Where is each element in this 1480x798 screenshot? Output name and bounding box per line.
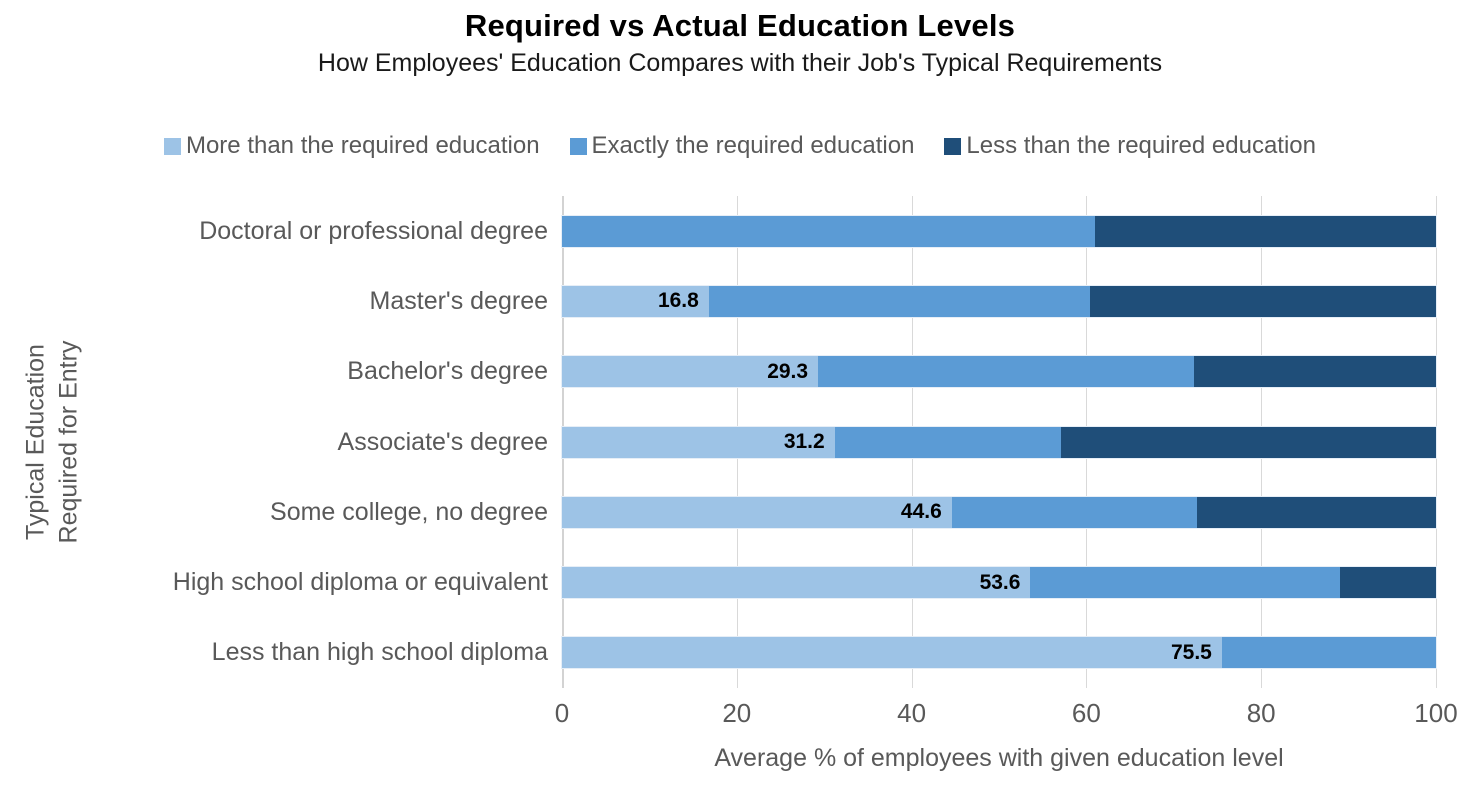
plot-area: 16.8 29.3 31.2 44.6 53.6 75.5 [561,196,1437,688]
bar-segment-2-0: 29.3 [562,356,819,388]
bar-segment-0-1 [562,215,1096,247]
legend-label: More than the required education [185,132,540,159]
stacked-bar-4: 44.6 [561,495,1437,529]
data-label: 75.5 [1170,640,1212,664]
stacked-bar-0 [561,214,1437,248]
legend-label: Less than the required education [966,132,1317,159]
bar-row-6: 75.5 [561,618,1437,688]
x-tick-label-80: 80 [1246,698,1276,728]
plot-region: Typical Education Required for Entry Doc… [0,196,1480,773]
bar-segment-6-1 [1221,637,1436,669]
stacked-bar-3: 31.2 [561,425,1437,459]
data-label: 16.8 [657,289,699,313]
bar-segment-3-2 [1061,426,1436,458]
bar-row-2: 29.3 [561,337,1437,407]
x-tick-label-60: 60 [1071,698,1101,728]
stacked-bar-6: 75.5 [561,636,1437,670]
data-label: 29.3 [767,359,809,383]
category-label-1: Master's degree [369,286,548,315]
data-label: 31.2 [783,430,825,454]
x-axis-title: Average % of employees with given educat… [714,744,1284,772]
stacked-bar-5: 53.6 [561,566,1437,600]
y-axis-title: Typical Education Required for Entry [20,341,85,544]
x-tick-label-100: 100 [1414,698,1458,728]
data-label: 44.6 [900,500,942,524]
x-tick-label-0: 0 [554,698,570,728]
stacked-bar-2: 29.3 [561,355,1437,389]
bar-segment-6-0: 75.5 [562,637,1222,669]
bar-segment-1-0: 16.8 [562,285,709,317]
legend-swatch-icon [163,137,181,155]
bar-row-4: 44.6 [561,477,1437,547]
legend-swatch-icon [569,137,587,155]
category-label-6: Less than high school diploma [211,638,548,667]
bar-segment-3-0: 31.2 [562,426,835,458]
legend: More than the required education Exactly … [0,132,1480,160]
category-label-5: High school diploma or equivalent [172,568,548,597]
bar-row-3: 31.2 [561,407,1437,477]
y-axis-title-line2: Required for Entry [54,340,82,544]
x-tick-label-40: 40 [897,698,927,728]
bar-segment-5-2 [1339,567,1436,599]
y-axis-title-line1: Typical Education [21,344,50,540]
bar-segment-2-2 [1193,356,1436,388]
category-axis-labels: Doctoral or professional degree Master's … [104,196,562,773]
legend-swatch-icon [944,137,962,155]
bar-segment-1-2 [1089,285,1436,317]
stacked-bar-1: 16.8 [561,284,1437,318]
x-axis-tick-labels: 0 20 40 60 80 100 [555,688,1458,734]
bar-segment-5-1 [1030,567,1340,599]
chart-subtitle: How Employees' Education Compares with t… [317,49,1163,77]
bar-series: 16.8 29.3 31.2 44.6 53.6 75.5 [561,196,1437,688]
bar-segment-4-0: 44.6 [562,496,952,528]
bar-segment-0-2 [1095,215,1436,247]
legend-label: Exactly the required education [591,132,915,159]
category-label-2: Bachelor's degree [347,357,548,386]
gridline-100 [1436,196,1437,688]
legend-item-2: Less than the required education [944,132,1316,160]
bar-segment-5-0: 53.6 [562,567,1031,599]
bar-row-0 [561,196,1437,266]
plot-column: 16.8 29.3 31.2 44.6 53.6 75.5 0 20 40 60 80 100 Av… [555,196,1458,773]
bar-segment-4-2 [1197,496,1436,528]
bar-row-5: 53.6 [561,547,1437,617]
y-axis-title-area: Typical Education Required for Entry [0,196,104,688]
legend-item-0: More than the required education [163,132,540,160]
chart-title: Required vs Actual Education Levels [464,8,1016,43]
bar-segment-3-1 [834,426,1062,458]
x-tick-label-20: 20 [722,698,752,728]
legend-item-1: Exactly the required education [569,132,915,160]
category-label-3: Associate's degree [337,427,548,456]
bar-segment-1-1 [708,285,1090,317]
bar-row-1: 16.8 [561,266,1437,336]
category-label-4: Some college, no degree [270,497,548,526]
bar-segment-2-1 [818,356,1194,388]
data-label: 53.6 [979,570,1021,594]
bar-segment-4-1 [951,496,1198,528]
category-label-0: Doctoral or professional degree [199,216,548,245]
